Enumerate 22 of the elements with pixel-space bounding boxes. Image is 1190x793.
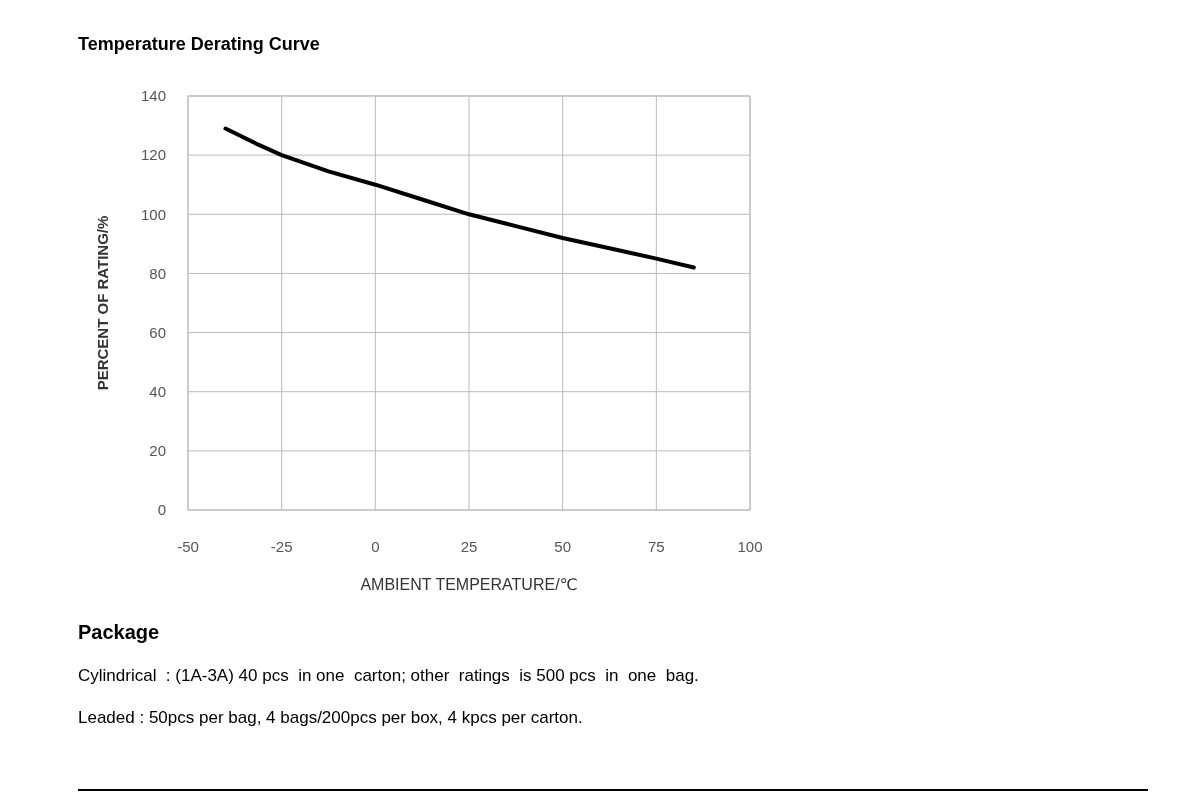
chart-title: Temperature Derating Curve <box>78 34 320 54</box>
text: Package <box>78 621 160 643</box>
y-axis-title: PERCENT OF RATING/% <box>94 215 111 391</box>
text: Cylindrical : (1A-3A) 40 pcs in one carton; other ratings is 500 pcs in one bag. <box>78 666 699 685</box>
x-tick-label: 25 <box>460 538 478 555</box>
y-tick-label: 80 <box>149 264 166 282</box>
y-tick-label: 140 <box>140 87 166 105</box>
y-tick-label: 120 <box>140 146 166 164</box>
x-tick-label: 100 <box>737 538 763 555</box>
line-series <box>223 126 696 270</box>
x-tick-label: 50 <box>554 538 572 555</box>
x-axis-title: AMBIENT TEMPERATURE/℃ <box>360 576 578 593</box>
x-tick-label: -25 <box>270 538 293 555</box>
y-tick-label: 40 <box>149 382 166 400</box>
y-tick-label: 100 <box>140 205 166 223</box>
x-tick-label: 75 <box>647 538 665 555</box>
y-tick-label: 60 <box>149 323 166 341</box>
text: Leaded : 50pcs per bag, 4 bags/200pcs per box, 4 kpcs per carton. <box>78 708 583 727</box>
y-tick-label: 0 <box>157 501 166 519</box>
y-tick-label: 20 <box>149 442 166 460</box>
x-tick-label: 0 <box>371 538 380 555</box>
x-tick-label: -50 <box>177 538 199 555</box>
